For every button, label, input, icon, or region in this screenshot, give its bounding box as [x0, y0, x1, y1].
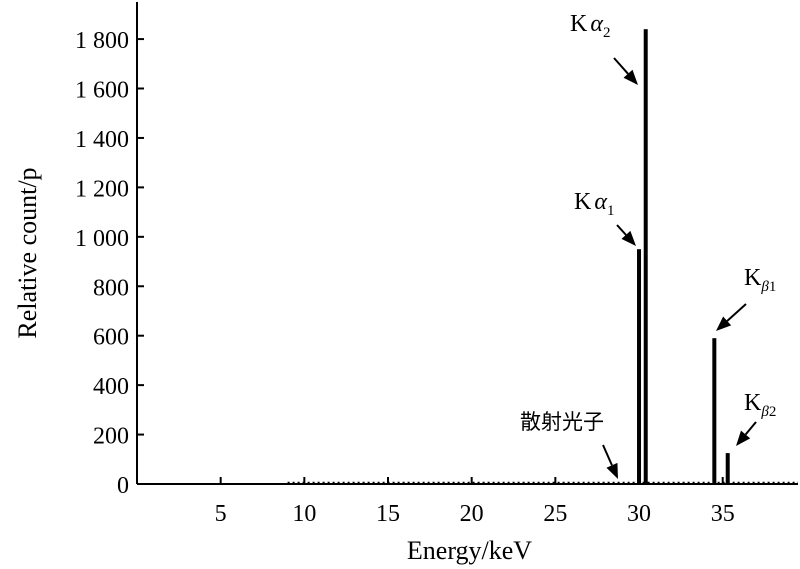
bar-kb1	[712, 338, 717, 484]
x-tick-label: 35	[711, 501, 735, 527]
x-tick-label: 30	[627, 501, 651, 527]
bar-ka1	[637, 249, 642, 484]
arrow-kb2-shaft	[744, 421, 757, 436]
bar-kb2	[725, 453, 730, 484]
arrow-scattered-photons-head	[606, 462, 618, 479]
y-tick-label: 1 600	[75, 78, 129, 104]
arrow-ka2-head	[623, 69, 638, 85]
y-tick-label: 600	[93, 325, 129, 351]
y-tick-label: 800	[93, 275, 129, 301]
arrow-ka2	[613, 57, 638, 85]
x-tick-label: 25	[543, 501, 567, 527]
arrow-ka2-shaft	[613, 57, 629, 75]
arrow-kb1-head	[716, 316, 732, 331]
label-kb2: Kβ2	[744, 390, 776, 420]
arrow-ka1-head	[621, 230, 636, 246]
y-tick-label: 0	[117, 473, 129, 499]
x-tick-label: 20	[460, 501, 484, 527]
arrow-ka1	[616, 224, 636, 246]
arrow-ka1-shaft	[616, 224, 627, 236]
x-tick-label: 15	[376, 501, 400, 527]
arrow-kb2-head	[736, 430, 751, 446]
arrow-kb1	[716, 303, 747, 331]
x-axis-label: Energy/keV	[407, 536, 532, 565]
x-tick-label: 10	[292, 501, 316, 527]
axes	[136, 2, 798, 485]
y-tick-label: 1 800	[75, 28, 129, 54]
arrow-scattered-photons-shaft	[602, 444, 613, 466]
bar-ka2	[643, 29, 648, 484]
label-kb1: Kβ1	[744, 265, 776, 295]
arrow-scattered-photons	[602, 444, 618, 479]
ticks: 0 200 400 600 800 1 000 1 200 1 400 1 600 1 800 5 1…	[75, 28, 735, 527]
arrow-kb1-shaft	[726, 303, 747, 322]
y-tick-label: 200	[93, 424, 129, 450]
y-tick-label: 1 400	[75, 127, 129, 153]
x-tick-label: 5	[215, 501, 227, 527]
y-tick-label: 1 200	[75, 176, 129, 202]
label-scattered-photons: 散射光子	[520, 410, 604, 434]
y-tick-label: 400	[93, 374, 129, 400]
y-tick-label: 1 000	[75, 226, 129, 252]
arrow-kb2	[736, 421, 757, 446]
y-axis-label: Relative count/p	[13, 167, 42, 338]
bars	[637, 29, 730, 484]
